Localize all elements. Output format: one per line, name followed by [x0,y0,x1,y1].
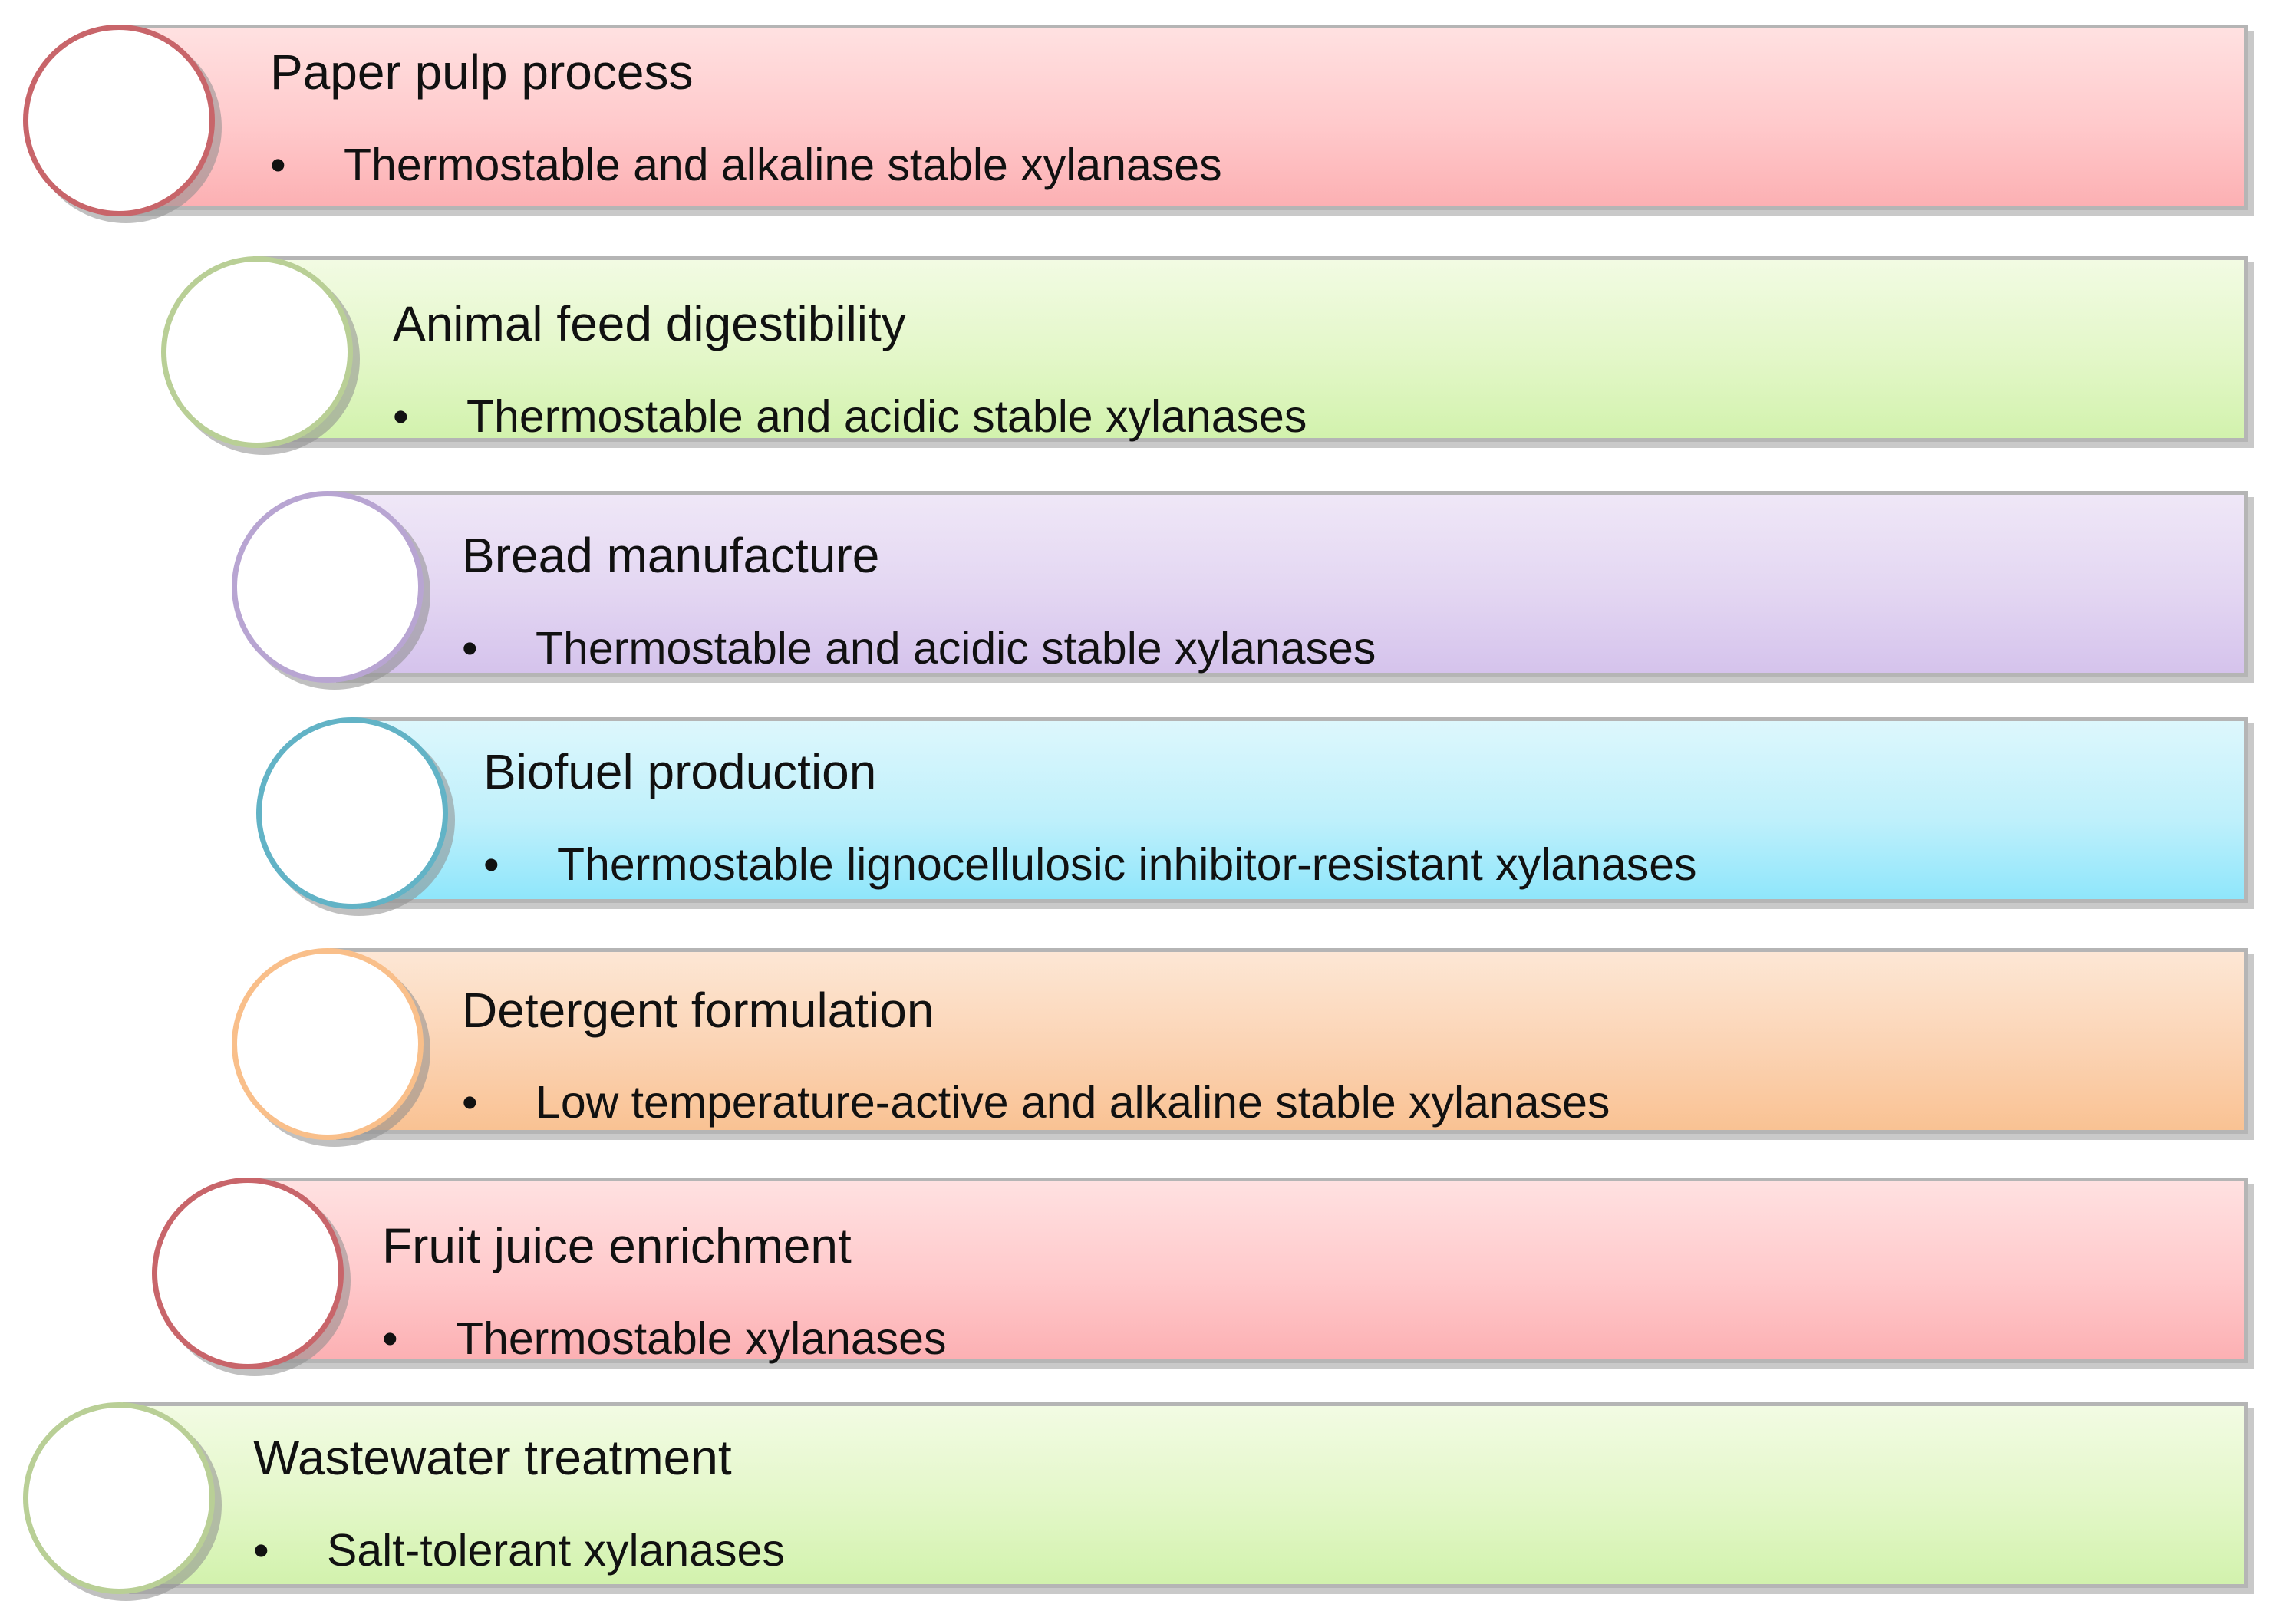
circle-icon [23,25,215,216]
circle-icon [256,717,448,909]
item-bar-paper-pulp [123,25,2248,210]
bullet-icon: • [462,623,478,674]
item-title: Biofuel production [483,744,877,799]
bullet-icon: • [253,1525,269,1576]
item-detail: Salt-tolerant xylanases [327,1525,785,1576]
item-bar-bread [330,491,2248,677]
item-detail: Thermostable and acidic stable xylanases [466,391,1307,442]
bullet-icon: • [462,1077,478,1128]
bullet-icon: • [393,391,409,442]
bullet-icon: • [483,839,499,890]
circle-icon [161,256,353,448]
item-detail: Thermostable and acidic stable xylanases [536,623,1376,674]
item-title: Bread manufacture [462,528,880,583]
circle-icon [232,948,424,1140]
bullet-icon: • [382,1313,398,1364]
item-title: Wastewater treatment [253,1430,732,1485]
item-bar-wastewater [123,1402,2248,1588]
item-detail: Thermostable lignocellulosic inhibitor-r… [557,839,1697,890]
item-title: Fruit juice enrichment [382,1218,852,1273]
bullet-icon: • [270,140,286,190]
circle-icon [23,1402,215,1594]
item-title: Paper pulp process [270,44,694,100]
item-bar-biofuel [353,717,2248,903]
item-bar-detergent [330,948,2248,1134]
item-detail: Thermostable and alkaline stable xylanas… [344,140,1222,190]
item-bar-fruit-juice [249,1178,2248,1363]
item-detail: Low temperature-active and alkaline stab… [536,1077,1610,1128]
item-title: Animal feed digestibility [393,296,906,351]
item-title: Detergent formulation [462,983,934,1038]
circle-icon [152,1178,344,1369]
item-bar-animal-feed [253,256,2248,442]
circle-icon [232,491,424,683]
item-detail: Thermostable xylanases [456,1313,947,1364]
